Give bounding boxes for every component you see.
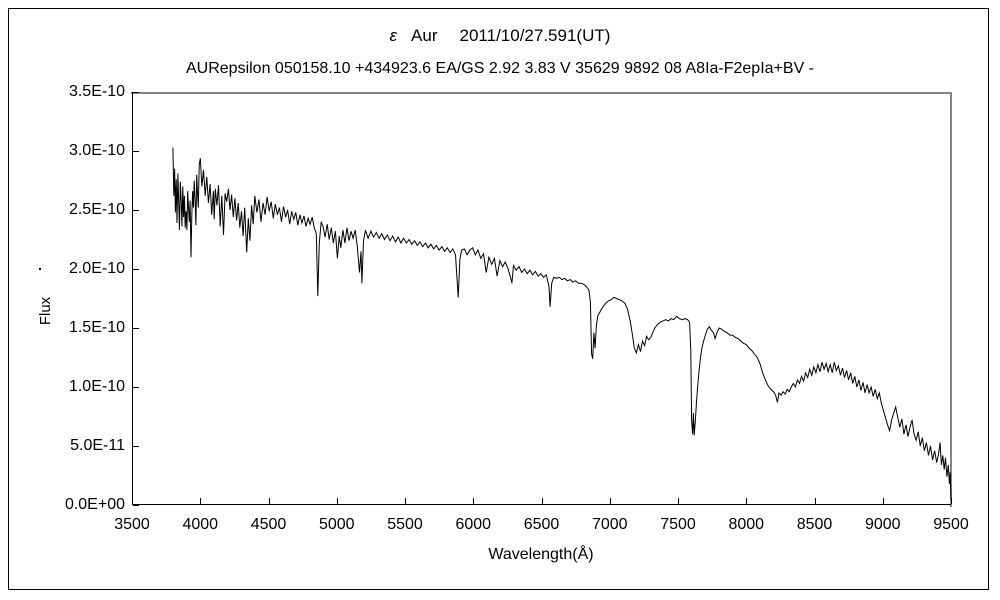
y-tick-label: 3.0E-10 (68, 142, 125, 159)
chart-title-greek-letter: ε (389, 26, 398, 45)
x-tick-label: 7500 (660, 516, 696, 533)
x-tick-label: 8500 (796, 516, 833, 533)
chart-subtitle-catalog-line: AURepsilon 050158.10 +434923.6 EA/GS 2.9… (185, 60, 815, 77)
chart-title-star-name: Aur (411, 26, 438, 45)
x-tick-label: 4500 (250, 516, 287, 533)
x-tick-label: 8000 (728, 516, 765, 533)
x-tick-label: 5500 (387, 516, 423, 533)
y-tick-label: 2.5E-10 (68, 201, 125, 218)
y-tick-label: 3.5E-10 (68, 83, 125, 100)
chart-title-datetime: 2011/10/27.591(UT) (459, 26, 611, 45)
x-tick-label: 7000 (591, 516, 628, 533)
x-tick-label: 9000 (864, 516, 901, 533)
y-tick-label: 1.5E-10 (68, 319, 125, 336)
x-tick-label: 6000 (455, 516, 492, 533)
x-tick-label: 5000 (318, 516, 355, 533)
y-tick-label: 0.0E+00 (64, 496, 125, 513)
y-tick-label: 5.0E-11 (70, 437, 125, 454)
x-tick-label: 3500 (114, 516, 150, 533)
stray-dot-mark (39, 268, 41, 270)
y-tick-label: 2.0E-10 (68, 260, 125, 277)
x-tick-label: 4000 (182, 516, 219, 533)
x-tick-label: 6500 (523, 516, 560, 533)
chart-title: ε Aur 2011/10/27.591(UT) (0, 26, 1000, 46)
x-tick-label: 9500 (933, 516, 969, 533)
x-axis-title-wavelength: Wavelength(Å) (488, 546, 594, 563)
spectrum-line (172, 147, 952, 500)
y-tick-label: 1.0E-10 (68, 378, 125, 395)
